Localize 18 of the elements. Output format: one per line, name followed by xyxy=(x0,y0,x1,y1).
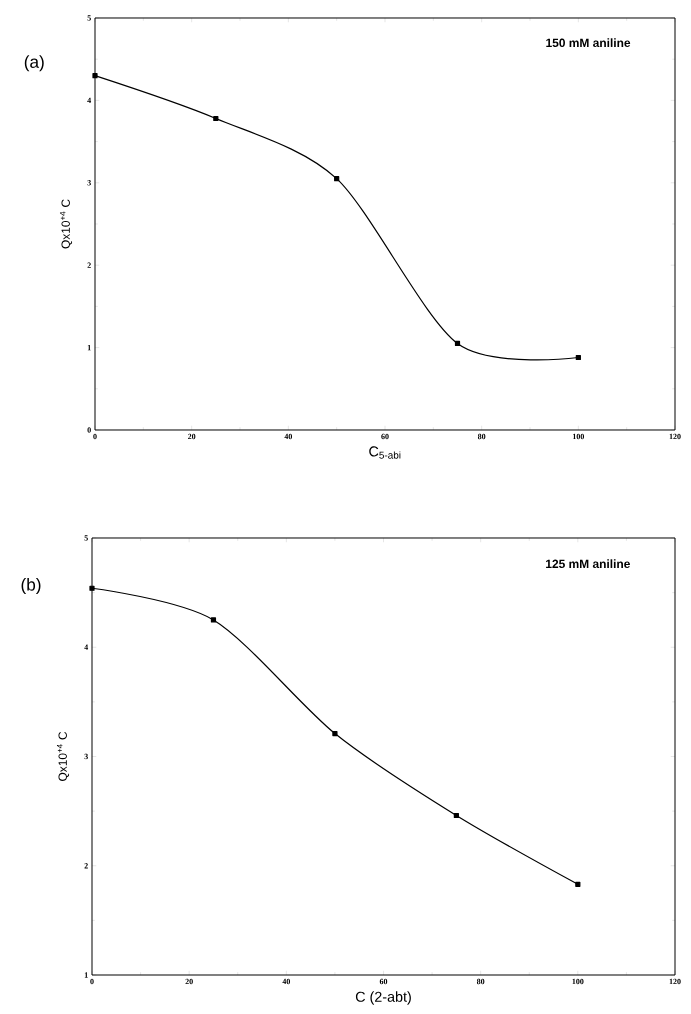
point xyxy=(210,617,217,623)
text: (a) xyxy=(24,55,44,72)
point xyxy=(453,812,459,819)
x-axis-title: C$_{5-abi}$ xyxy=(369,446,401,459)
annotation: 125 mM aniline xyxy=(546,559,630,569)
point xyxy=(89,585,95,591)
point xyxy=(454,340,461,347)
x-axis-title: C (2-abt) xyxy=(355,991,411,1005)
y-axis-title: Qx10$^{+4}$ C xyxy=(59,199,73,249)
point xyxy=(332,730,338,737)
annotation: 150 mM aniline xyxy=(546,38,631,48)
text: (b) xyxy=(21,578,41,595)
point xyxy=(92,73,98,79)
point xyxy=(575,881,581,887)
y-axis-title: Qx10$^{+4}$ C xyxy=(56,731,70,781)
point xyxy=(575,354,581,361)
point xyxy=(334,176,340,182)
point xyxy=(213,115,219,122)
